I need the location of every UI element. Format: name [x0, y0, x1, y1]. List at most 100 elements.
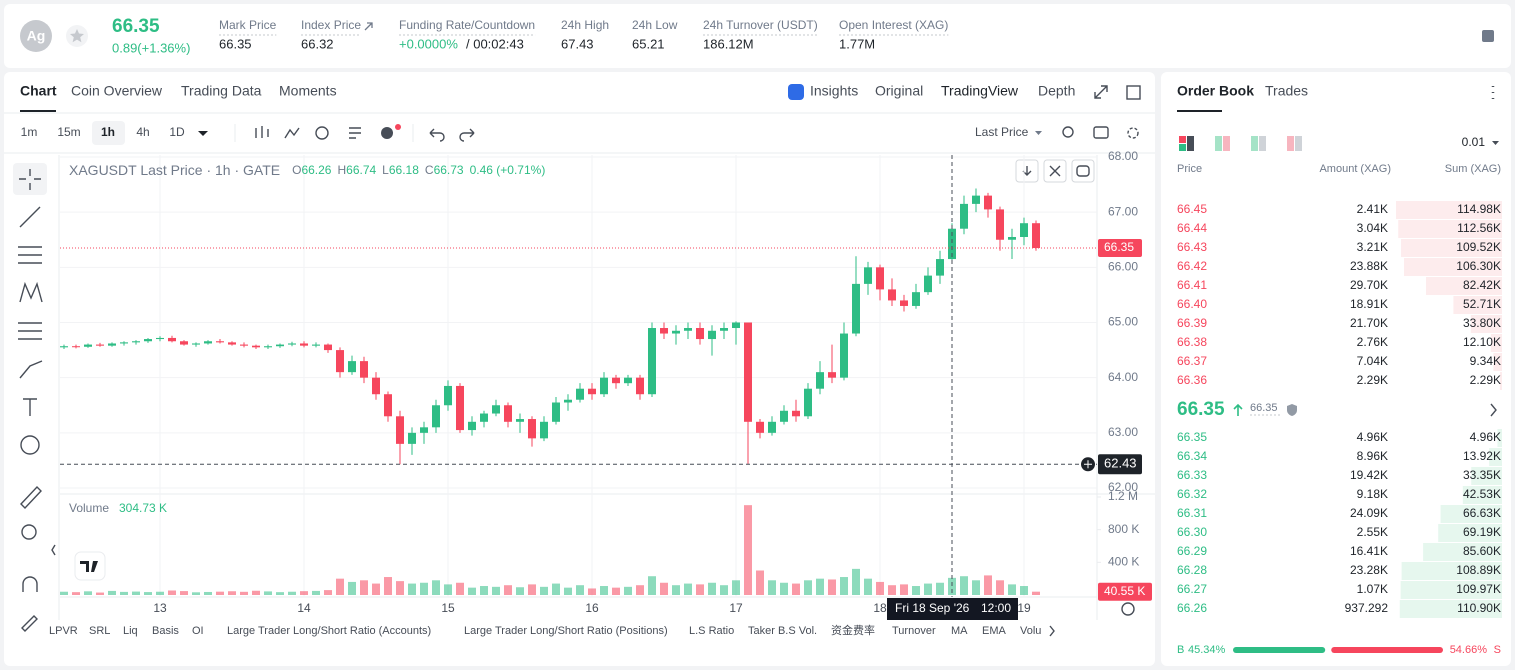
replay-icon[interactable] — [315, 126, 329, 140]
volume-bar — [792, 583, 800, 595]
indicator[interactable]: MA — [951, 625, 968, 637]
mid-price: 66.35 — [1177, 399, 1225, 420]
candle-body — [624, 377, 632, 384]
interval[interactable]: 1D — [169, 125, 185, 139]
volume-bar — [336, 578, 344, 595]
ob-sum: 112.56K — [1457, 221, 1501, 235]
indicator[interactable]: Taker B.S Vol. — [748, 625, 817, 637]
zoom-tool[interactable] — [21, 524, 37, 540]
ask-block[interactable] — [1287, 136, 1294, 151]
pattern-tool[interactable] — [19, 281, 43, 303]
indicator[interactable]: SRL — [89, 625, 110, 637]
more-arrow[interactable] — [1049, 625, 1055, 637]
indicator[interactable]: Large Trader Long/Short Ratio (Accounts) — [227, 625, 431, 637]
bid-block[interactable] — [1251, 136, 1258, 151]
volume-bar — [468, 587, 476, 595]
ask-block[interactable] — [1179, 136, 1186, 143]
indicator[interactable]: Basis — [152, 625, 179, 637]
ob-amount: 2.41K — [1357, 202, 1388, 216]
volume-bar — [240, 591, 248, 595]
view-tab[interactable]: Insights — [810, 83, 858, 99]
settings-icon[interactable] — [1127, 127, 1139, 139]
stat-label: Index Price — [301, 18, 361, 32]
volume-bar — [492, 586, 500, 595]
legend-part: C — [425, 163, 434, 177]
indicator[interactable]: Turnover — [892, 625, 936, 637]
channel-tool[interactable] — [18, 246, 42, 264]
y-tick-label: 64.00 — [1108, 370, 1138, 384]
legend-part: O — [292, 163, 301, 177]
stat-value: 66.35 — [219, 36, 252, 51]
layout-icon[interactable] — [1126, 85, 1141, 100]
indicator[interactable]: EMA — [982, 625, 1007, 637]
fib-tool[interactable] — [18, 322, 42, 340]
interval[interactable]: 15m — [57, 125, 80, 139]
indicator[interactable]: Liq — [123, 625, 138, 637]
sync-button[interactable] — [1071, 159, 1095, 183]
indicator[interactable]: Volu — [1020, 625, 1041, 637]
gear-icon[interactable] — [1121, 602, 1135, 616]
view-tab[interactable]: Original — [875, 83, 923, 99]
add-icon[interactable] — [381, 127, 393, 139]
book-icon[interactable] — [1482, 30, 1494, 42]
chart-tab[interactable]: Chart — [20, 83, 57, 99]
caret[interactable] — [198, 131, 208, 136]
ob-price: 66.39 — [1177, 316, 1207, 330]
template-icon[interactable] — [349, 127, 361, 139]
bid-block[interactable] — [1215, 136, 1222, 151]
depth-bar — [1489, 448, 1502, 466]
candle-type-icon[interactable] — [255, 126, 269, 138]
camera-icon[interactable] — [1093, 126, 1109, 139]
indicator[interactable]: Large Trader Long/Short Ratio (Positions… — [464, 625, 668, 637]
candle-body — [744, 322, 752, 422]
chevron[interactable] — [1490, 403, 1497, 417]
brush-tool[interactable] — [19, 360, 43, 379]
y-tick-label: 63.00 — [1108, 425, 1138, 439]
candle-body — [840, 333, 848, 378]
interval[interactable]: 1m — [21, 125, 38, 139]
interval[interactable]: 1h — [101, 125, 115, 139]
interval[interactable]: 4h — [136, 125, 149, 139]
last-price: 66.35 — [112, 16, 160, 37]
ob-price: 66.44 — [1177, 221, 1207, 235]
magnet-tool[interactable] — [22, 576, 38, 592]
crosshair-tool[interactable] — [19, 169, 41, 190]
candle-body — [780, 410, 788, 422]
candle-body — [588, 388, 596, 395]
caret[interactable] — [1035, 131, 1042, 135]
search-icon[interactable] — [1062, 126, 1074, 138]
view-tab[interactable]: Depth — [1038, 83, 1075, 99]
bid-block — [1179, 144, 1186, 151]
view-tab[interactable]: TradingView — [941, 83, 1019, 99]
candle-body — [720, 328, 728, 331]
depth-bar — [1404, 258, 1502, 276]
undo-icon[interactable] — [429, 128, 445, 142]
precision[interactable]: 0.01 — [1462, 135, 1486, 149]
indicator[interactable]: L.S Ratio — [689, 625, 734, 637]
caret[interactable] — [1492, 141, 1499, 145]
ob-amount: 23.88K — [1350, 259, 1388, 273]
ob-tab[interactable]: Trades — [1265, 83, 1308, 99]
crosshair-hour: 12:00 — [981, 601, 1011, 615]
volume-tick-label: 400 K — [1108, 555, 1139, 569]
legend-part: 66.26 — [301, 163, 331, 177]
chart-tab[interactable]: Moments — [279, 83, 337, 99]
x-tick-label: 16 — [585, 601, 599, 615]
expand-icon[interactable] — [1094, 85, 1108, 99]
indicator[interactable]: LPVR — [49, 625, 78, 637]
ob-tab[interactable]: Order Book — [1177, 83, 1254, 99]
emoji-tool[interactable] — [20, 435, 40, 455]
chart-tab[interactable]: Coin Overview — [71, 83, 163, 99]
indicator[interactable]: 资金费率 — [831, 623, 875, 637]
collapse-icon[interactable] — [51, 544, 56, 556]
volume-bar — [804, 580, 812, 595]
text-tool[interactable] — [23, 398, 37, 416]
redo-icon[interactable] — [459, 128, 475, 142]
chart-tab[interactable]: Trading Data — [181, 83, 262, 99]
lock-tool[interactable] — [21, 615, 38, 632]
ruler-tool[interactable] — [20, 485, 42, 510]
price-type[interactable]: Last Price — [975, 125, 1029, 139]
indicator[interactable]: OI — [192, 625, 204, 637]
line-tool[interactable] — [19, 206, 41, 228]
indicator-icon[interactable] — [284, 127, 300, 139]
